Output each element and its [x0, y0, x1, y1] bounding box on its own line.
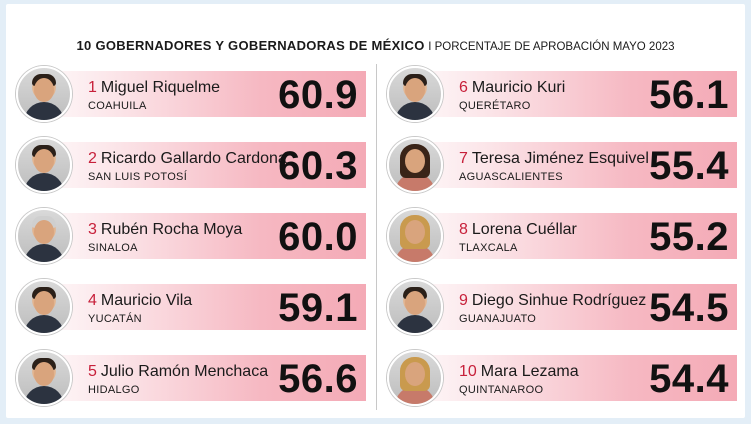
- approval-value: 54.4: [649, 357, 729, 401]
- state-label: QUERÉTARO: [459, 100, 531, 112]
- approval-value: 60.0: [278, 215, 358, 259]
- rank-number: 7: [459, 150, 468, 167]
- governor-row: 4 Mauricio Vila YUCATÁN 59.1: [16, 279, 366, 335]
- governor-photo: [16, 279, 72, 335]
- approval-value: 60.3: [278, 144, 358, 188]
- approval-bar: [389, 142, 737, 188]
- governor-name: 4 Mauricio Vila: [88, 292, 192, 310]
- governor-row: 10 Mara Lezama QUINTANAROO 54.4: [387, 350, 737, 406]
- name-label: Mauricio Vila: [100, 292, 193, 309]
- name-label: Julio Ramón Menchaca: [100, 363, 269, 380]
- approval-bar: [18, 71, 366, 117]
- governor-row: 2 Ricardo Gallardo Cardona SAN LUIS POTOSÍ…: [16, 137, 366, 193]
- name-label: Ricardo Gallardo Cardona: [100, 150, 287, 167]
- state-label: YUCATÁN: [88, 313, 142, 325]
- governor-name: 6 Mauricio Kuri: [459, 79, 565, 97]
- approval-value: 54.5: [649, 286, 729, 330]
- approval-value: 55.4: [649, 144, 729, 188]
- governor-row: 3 Rubén Rocha Moya SINALOA 60.0: [16, 208, 366, 264]
- governor-name: 5 Julio Ramón Menchaca: [88, 363, 268, 381]
- governor-row: 1 Miguel Riquelme COAHUILA 60.9: [16, 66, 366, 122]
- state-label: HIDALGO: [88, 384, 140, 396]
- governor-name: 10 Mara Lezama: [459, 363, 579, 381]
- name-label: Rubén Rocha Moya: [100, 221, 243, 238]
- governor-photo: [387, 279, 443, 335]
- rank-number: 8: [459, 221, 468, 238]
- approval-bar: [18, 284, 366, 330]
- governor-name: 8 Lorena Cuéllar: [459, 221, 577, 239]
- governor-photo: [16, 137, 72, 193]
- chart-subtitle: I PORCENTAJE DE APROBACIÓN MAYO 2023: [428, 41, 675, 53]
- governor-row: 6 Mauricio Kuri QUERÉTARO 56.1: [387, 66, 737, 122]
- rank-number: 9: [459, 292, 468, 309]
- rank-number: 4: [88, 292, 97, 309]
- governor-name: 9 Diego Sinhue Rodríguez: [459, 292, 646, 310]
- name-label: Mauricio Kuri: [471, 79, 566, 96]
- rank-number: 6: [459, 79, 468, 96]
- governor-photo: [387, 66, 443, 122]
- name-label: Diego Sinhue Rodríguez: [471, 292, 647, 309]
- approval-bar: [18, 142, 366, 188]
- name-label: Miguel Riquelme: [100, 79, 221, 96]
- governor-row: 8 Lorena Cuéllar TLAXCALA 55.2: [387, 208, 737, 264]
- governor-row: 5 Julio Ramón Menchaca HIDALGO 56.6: [16, 350, 366, 406]
- governor-name: 7 Teresa Jiménez Esquivel: [459, 150, 649, 168]
- governor-row: 9 Diego Sinhue Rodríguez GUANAJUATO 54.5: [387, 279, 737, 335]
- state-label: TLAXCALA: [459, 242, 518, 254]
- state-label: COAHUILA: [88, 100, 147, 112]
- name-label: Mara Lezama: [480, 363, 579, 380]
- approval-bar: [389, 213, 737, 259]
- rank-number: 10: [459, 363, 477, 380]
- approval-value: 60.9: [278, 73, 358, 117]
- name-label: Teresa Jiménez Esquivel: [471, 150, 649, 167]
- governor-photo: [387, 208, 443, 264]
- governor-photo: [387, 137, 443, 193]
- rank-number: 5: [88, 363, 97, 380]
- governor-photo: [16, 208, 72, 264]
- rank-number: 1: [88, 79, 97, 96]
- approval-bar: [18, 213, 366, 259]
- state-label: SAN LUIS POTOSÍ: [88, 171, 188, 183]
- approval-value: 56.1: [649, 73, 729, 117]
- governor-name: 3 Rubén Rocha Moya: [88, 221, 242, 239]
- governor-row: 7 Teresa Jiménez Esquivel AGUASCALIENTES 55…: [387, 137, 737, 193]
- governor-photo: [16, 66, 72, 122]
- approval-value: 56.6: [278, 357, 358, 401]
- approval-value: 55.2: [649, 215, 729, 259]
- state-label: SINALOA: [88, 242, 138, 254]
- governor-name: 1 Miguel Riquelme: [88, 79, 220, 97]
- state-label: AGUASCALIENTES: [459, 171, 563, 183]
- approval-bar: [389, 355, 737, 401]
- governor-name: 2 Ricardo Gallardo Cardona: [88, 150, 287, 168]
- chart-header: 10 GOBERNADORES Y GOBERNADORAS DE MÉXICO…: [0, 38, 751, 53]
- name-label: Lorena Cuéllar: [471, 221, 577, 238]
- state-label: GUANAJUATO: [459, 313, 537, 325]
- state-label: QUINTANAROO: [459, 384, 544, 396]
- approval-bar: [389, 71, 737, 117]
- chart-title: 10 GOBERNADORES Y GOBERNADORAS DE MÉXICO: [76, 38, 425, 53]
- rank-number: 2: [88, 150, 97, 167]
- approval-bar: [389, 284, 737, 330]
- governor-photo: [16, 350, 72, 406]
- column-divider: [376, 64, 377, 410]
- approval-value: 59.1: [278, 286, 358, 330]
- rank-number: 3: [88, 221, 97, 238]
- approval-bar: [18, 355, 366, 401]
- governor-photo: [387, 350, 443, 406]
